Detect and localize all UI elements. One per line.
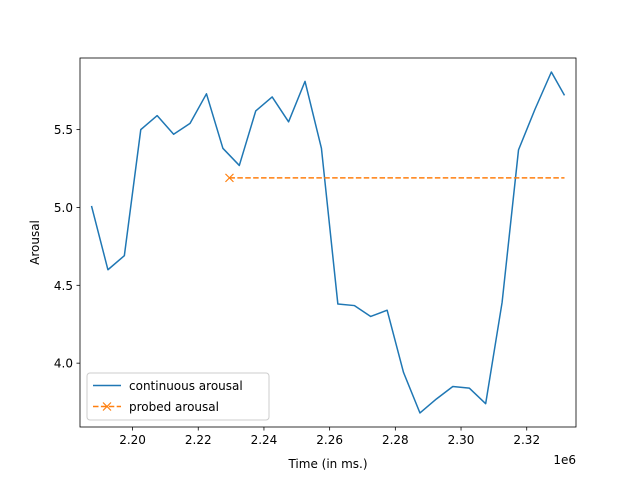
x-tick-label: 2.32: [513, 433, 540, 447]
legend: continuous arousal probed arousal: [86, 372, 270, 421]
x-axis: 2.20 2.22 2.24 2.26 2.28 2.30 2.32: [119, 427, 540, 447]
y-tick-label: 5.0: [54, 201, 73, 215]
series-line-continuous-arousal: [90, 71, 566, 414]
x-tick-label: 2.28: [382, 433, 409, 447]
legend-marker-x: [102, 402, 112, 411]
legend-marker-probed: [102, 402, 112, 411]
x-tick-label: 2.20: [119, 433, 146, 447]
legend-label-probed: probed arousal: [129, 400, 219, 414]
x-axis-label: Time (in ms.): [287, 457, 367, 471]
data-point-marker: [225, 173, 234, 183]
plot-lines: [90, 71, 566, 414]
y-axis: 4.0 4.5 5.0 5.5: [54, 123, 80, 371]
x-tick-label: 2.26: [316, 433, 343, 447]
legend-label-continuous: continuous arousal: [129, 379, 243, 393]
plot-frame: [79, 57, 577, 428]
legend-box: [86, 372, 270, 421]
x-tick-label: 2.24: [251, 433, 278, 447]
y-tick-label: 4.5: [54, 279, 73, 293]
y-tick-label: 5.5: [54, 123, 73, 137]
y-tick-label: 4.0: [54, 357, 73, 371]
x-axis-offset-label: 1e6: [553, 453, 576, 467]
x-tick-label: 2.30: [448, 433, 475, 447]
y-axis-label: Arousal: [28, 220, 42, 265]
x-tick-label: 2.22: [185, 433, 212, 447]
